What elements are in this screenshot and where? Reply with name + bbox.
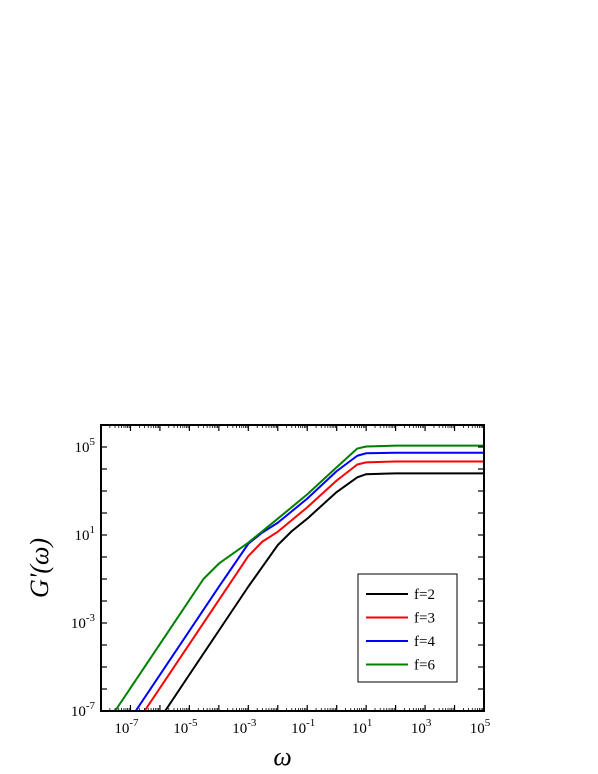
series-line-f=4 [134,451,484,711]
series-lines [114,444,484,711]
x-tick-label: 10-7 [114,717,139,737]
series-line-f=3 [143,460,484,711]
legend-label: f=2 [414,587,435,603]
x-tick-label: 10-3 [232,717,257,737]
legend-box [357,573,458,683]
x-tick-label: 103 [411,717,432,737]
y-tick-label: 101 [75,524,96,544]
x-tick-label: 105 [470,717,491,737]
y-tick-label: 105 [75,436,96,456]
legend: f=2 f=3 f=4 f=6 [357,573,458,683]
legend-label: f=4 [414,634,435,650]
plot-frame [100,424,485,712]
series-line-f=6 [114,444,484,711]
x-tick-label: 101 [352,717,373,737]
axes: 10-7 10-5 10-3 10-1 101 103 105 10-7 10-3 101 105 ω… [25,424,491,771]
y-tick-label: 10-3 [71,612,96,632]
x-tick-label: 10-5 [173,717,198,737]
y-axis-title: G'(ω) [25,538,54,598]
series-line-f=2 [164,472,484,711]
legend-label: f=3 [414,611,435,627]
y-tick-label: 10-7 [71,700,96,720]
x-tick-label: 10-1 [291,717,315,737]
legend-label: f=6 [414,658,435,674]
x-axis-title: ω [273,742,291,771]
